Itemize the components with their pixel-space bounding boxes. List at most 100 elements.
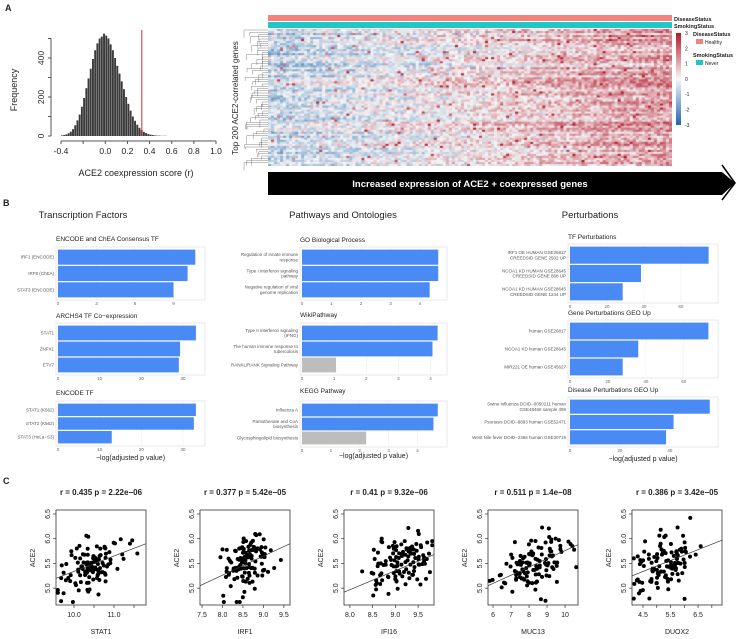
histogram-bar [129,110,132,136]
dendrogram-branch [261,83,268,87]
x-tick-label: 10 [97,376,103,381]
data-point [55,590,60,595]
data-point [553,536,558,541]
dendrogram-branch [246,54,268,61]
bar-label-line: Type II interferon signaling [245,328,298,333]
bar-label: Type II interferon signaling (IFNG) [245,328,298,338]
x-tick-label: 0 [57,447,60,452]
dendrogram-branch [252,70,268,75]
histogram-bar [96,43,99,136]
x-tick-label: 4 [419,301,422,306]
legend-title: DiseaseStatus [693,32,731,38]
data-point [227,558,232,563]
data-point [241,540,246,545]
y-tick-label: 6.0 [189,534,196,544]
data-point [688,515,693,520]
data-point [412,569,417,574]
dendrogram-branch [256,59,268,65]
banner-text: Increased expression of ACE2 + coexpress… [352,179,587,190]
data-point [430,539,435,544]
x-axis-label: −log(adjusted p value) [96,455,165,462]
x-tick-label: 0 [57,301,60,306]
x-tick-label: 8.5 [238,612,248,619]
dendrogram-branch [257,153,268,158]
dendrogram-branch [255,115,268,120]
data-point [64,562,69,567]
data-point [411,572,416,577]
data-point [388,557,393,562]
x-axis-label: IRF1 [237,629,252,636]
data-point [121,556,126,561]
dendrogram-branch [257,41,268,48]
data-point [392,540,397,545]
data-point [87,575,92,580]
y-tick-label: 6.5 [45,509,52,519]
histogram-bar [149,134,152,136]
data-point [257,532,262,537]
scatter-title: r = 0.435 p = 2.22e−06 [60,488,143,497]
data-point [383,559,388,564]
data-point [115,566,120,571]
data-point [533,580,538,585]
data-point [241,547,246,552]
x-tick-label: 6 [134,301,137,306]
bar-label: The human immune response to tuberculosis [233,344,299,354]
data-point [97,553,102,558]
data-point [663,573,668,578]
data-point [420,562,425,567]
data-point [652,567,657,572]
data-point [86,580,91,585]
bar-label: NCOA1 KD HUMAN GSE28645 CREEDSID GENE 124… [502,287,567,297]
y-axis-label: ACE2 [606,549,613,567]
data-point [405,558,410,563]
dendrogram-branch [261,140,268,148]
dendrogram-branch [256,99,268,104]
data-point [674,557,679,562]
data-point [676,578,681,583]
dendrogram-branch [258,151,268,157]
data-point [386,545,391,550]
subplot-title: GO Biological Process [300,237,366,244]
data-point [373,582,378,587]
color-scale-label: 0 [685,77,688,83]
data-point [243,579,248,584]
data-point [220,547,225,552]
bar-label-line: NCOA1 KD HUMAN GSE28645 [502,287,567,292]
bar-label: ETV7 [43,363,55,368]
data-point [77,543,82,548]
histogram-bar [98,38,101,136]
bar [302,341,433,357]
histogram-bar [92,58,94,136]
histogram-bar [100,36,103,136]
x-tick-label: 9.5 [413,612,423,619]
bar-label-line: NCOA1 KD HUMAN GSE28645 [502,268,567,273]
x-tick-label: 6 [491,612,495,619]
data-point [235,557,240,562]
data-point [403,552,408,557]
data-point [395,586,400,591]
bar [58,249,196,265]
scatter-box [199,509,291,606]
y-tick-label: 5.0 [477,583,484,593]
data-point [84,562,89,567]
data-point [85,546,90,551]
bar [570,340,639,358]
data-point [552,560,557,565]
data-point [658,541,663,546]
data-point [537,563,542,568]
x-tick-label: 60 [678,304,684,309]
dendrogram-branch [254,90,268,94]
dendrogram-branch [261,104,268,111]
bar-label-line: The human immune response to [233,344,298,349]
data-point [101,563,106,568]
dendrogram-branch [258,38,268,45]
data-point [546,526,551,531]
dendrogram-branch [256,131,268,135]
data-point [234,568,239,573]
data-point [380,578,385,583]
y-tick-label: 5.0 [189,583,196,593]
data-point [135,551,140,556]
data-point [646,552,651,557]
data-point [223,575,228,580]
dendrogram-branch [246,68,268,73]
